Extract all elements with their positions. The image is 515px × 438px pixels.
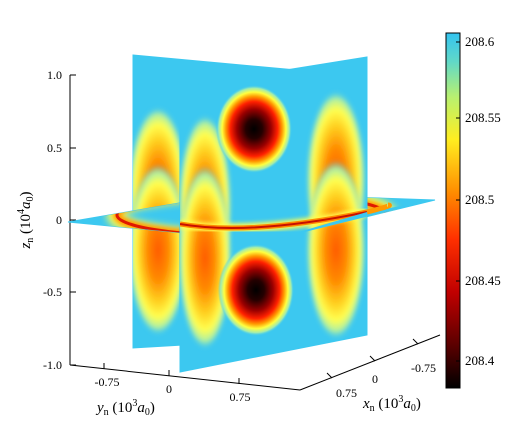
x-axis-line bbox=[299, 334, 441, 391]
y-label-unit-sub: 0 bbox=[145, 407, 150, 418]
side-lobe bbox=[306, 160, 366, 340]
x-label-close: ) bbox=[416, 396, 421, 412]
z-tick-label: 0 bbox=[56, 213, 62, 227]
colorbar-tick-label: 208.55 bbox=[465, 110, 501, 125]
minimum-lobe-lower bbox=[218, 244, 294, 336]
x-tick-label: 0 bbox=[372, 372, 378, 386]
svg-text:yn (103a0): yn (103a0) bbox=[95, 398, 155, 418]
colorbar-tick-label: 208.4 bbox=[465, 353, 495, 368]
x-tick-label: -0.75 bbox=[411, 361, 436, 375]
y-tick-label: -0.75 bbox=[95, 375, 120, 389]
z-label-exp: 4 bbox=[16, 209, 27, 214]
x-label-main: x bbox=[362, 396, 370, 412]
z-label-unit-sub: 0 bbox=[25, 196, 36, 201]
svg-text:xn (103a0): xn (103a0) bbox=[362, 394, 421, 414]
y-tick-label: 0 bbox=[166, 382, 172, 396]
colorbar: 208.6 208.55 208.5 208.45 208.4 bbox=[445, 32, 501, 389]
y-axis-label: yn (103a0) bbox=[95, 398, 155, 418]
x-label-unit: a bbox=[403, 396, 411, 412]
x-tick-label: 0.75 bbox=[336, 386, 357, 400]
z-ticks bbox=[70, 74, 76, 366]
y-label-unit: a bbox=[137, 400, 145, 416]
z-axis-label: zn (104a0) bbox=[16, 191, 36, 249]
z-label-pre: (10 bbox=[18, 214, 34, 238]
z-label-sub: n bbox=[25, 238, 36, 243]
z-label-close: ) bbox=[18, 191, 34, 196]
colorbar-tick-label: 208.6 bbox=[465, 34, 495, 49]
slice-horizontal-front bbox=[268, 200, 435, 241]
x-label-sub: n bbox=[370, 403, 375, 414]
svg-text:zn (104a0): zn (104a0) bbox=[16, 191, 36, 249]
z-tick-label: -1.0 bbox=[43, 358, 62, 372]
slice-front bbox=[179, 56, 368, 373]
y-label-exp: 3 bbox=[132, 398, 137, 409]
colorbar-gradient bbox=[445, 32, 461, 389]
x-axis-label: xn (103a0) bbox=[362, 394, 421, 414]
colorbar-tick-label: 208.5 bbox=[465, 192, 494, 207]
z-tick-label: 1.0 bbox=[47, 68, 62, 82]
x-label-pre: (10 bbox=[375, 396, 399, 412]
y-label-close: ) bbox=[150, 400, 155, 416]
z-label-unit: a bbox=[18, 201, 34, 209]
z-tick-label: -0.5 bbox=[43, 285, 62, 299]
y-axis-line bbox=[69, 364, 301, 391]
y-label-main: y bbox=[95, 400, 104, 416]
y-label-pre: (10 bbox=[109, 400, 133, 416]
minimum-lobe-upper bbox=[216, 85, 292, 173]
y-ticks bbox=[103, 363, 240, 384]
x-label-exp: 3 bbox=[398, 394, 403, 405]
x-label-unit-sub: 0 bbox=[411, 403, 416, 414]
colorbar-tick-label: 208.45 bbox=[465, 273, 501, 288]
x-ticks bbox=[326, 338, 419, 379]
y-tick-label: 0.75 bbox=[230, 390, 251, 404]
side-lobe bbox=[180, 166, 232, 350]
y-label-sub: n bbox=[104, 407, 109, 418]
ring-front-core bbox=[180, 211, 367, 229]
z-label-main: z bbox=[18, 243, 34, 250]
z-tick-label: 0.5 bbox=[47, 141, 62, 155]
side-lobe bbox=[133, 164, 188, 336]
